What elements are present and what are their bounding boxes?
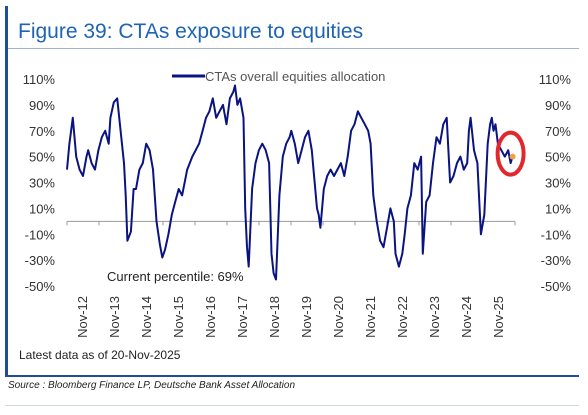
y-tick-label-left: -10% bbox=[25, 227, 56, 242]
x-tick-label: Nov-17 bbox=[235, 296, 250, 338]
x-tick-label: Nov-24 bbox=[459, 296, 474, 338]
y-tick-label-left: 10% bbox=[29, 201, 55, 216]
y-tick-label-right: 50% bbox=[545, 150, 571, 165]
x-tick-label: Nov-23 bbox=[427, 296, 442, 338]
legend: CTAs overall equities allocation bbox=[172, 69, 385, 84]
x-tick-label: Nov-20 bbox=[331, 296, 346, 338]
figure-frame bbox=[5, 48, 579, 375]
latest-data-note: Latest data as of 20-Nov-2025 bbox=[19, 348, 181, 362]
x-tick-label: Nov-19 bbox=[299, 296, 314, 338]
x-tick-label: Nov-13 bbox=[107, 296, 122, 338]
source-note: Source : Bloomberg Finance LP, Deutsche … bbox=[8, 380, 296, 391]
x-tick-label: Nov-21 bbox=[363, 296, 378, 338]
legend-label: CTAs overall equities allocation bbox=[205, 69, 385, 84]
source-divider bbox=[5, 375, 579, 377]
y-tick-label-left: -50% bbox=[25, 279, 56, 294]
x-tick-label: Nov-14 bbox=[139, 296, 154, 338]
bottom-border bbox=[5, 405, 579, 406]
y-tick-label-right: 10% bbox=[545, 201, 571, 216]
y-tick-label-right: 90% bbox=[545, 98, 571, 113]
y-tick-label-left: 90% bbox=[29, 98, 55, 113]
y-tick-label-right: -10% bbox=[541, 227, 572, 242]
y-tick-label-left: -30% bbox=[25, 253, 56, 268]
figure-header: Figure 39: CTAs exposure to equities bbox=[5, 6, 579, 48]
y-tick-label-left: 70% bbox=[29, 124, 55, 139]
y-tick-label-left: 110% bbox=[23, 72, 56, 87]
y-tick-label-right: -30% bbox=[541, 253, 572, 268]
x-tick-label: Nov-18 bbox=[267, 296, 282, 338]
figure-title: Figure 39: CTAs exposure to equities bbox=[18, 20, 364, 43]
y-axis-left: -50% -30% -10% 10% 30% 50% 70% 90% 110% bbox=[23, 72, 56, 294]
series-line-cta-allocation bbox=[66, 84, 514, 281]
y-tick-label-right: 110% bbox=[539, 72, 572, 87]
y-tick-label-left: 30% bbox=[29, 176, 55, 191]
x-axis: Nov-12 Nov-13 Nov-14 Nov-15 Nov-16 Nov-17 Nov-… bbox=[66, 221, 516, 338]
percentile-annotation: Current percentile: 69% bbox=[107, 269, 244, 284]
y-tick-label-right: 70% bbox=[545, 124, 571, 139]
y-tick-label-left: 50% bbox=[29, 150, 55, 165]
latest-value-marker bbox=[509, 153, 516, 160]
title-divider bbox=[5, 48, 579, 49]
y-tick-label-right: 30% bbox=[545, 176, 571, 191]
x-tick-label: Nov-22 bbox=[395, 296, 410, 338]
x-tick-label: Nov-25 bbox=[491, 296, 506, 338]
x-tick-label: Nov-15 bbox=[171, 296, 186, 338]
x-tick-label: Nov-16 bbox=[203, 296, 218, 338]
highlight-circle bbox=[495, 130, 526, 177]
x-tick-label: Nov-12 bbox=[75, 296, 90, 338]
y-axis-right: -50% -30% -10% 10% 30% 50% 70% 90% 110% bbox=[539, 72, 572, 294]
y-tick-label-right: -50% bbox=[541, 279, 572, 294]
